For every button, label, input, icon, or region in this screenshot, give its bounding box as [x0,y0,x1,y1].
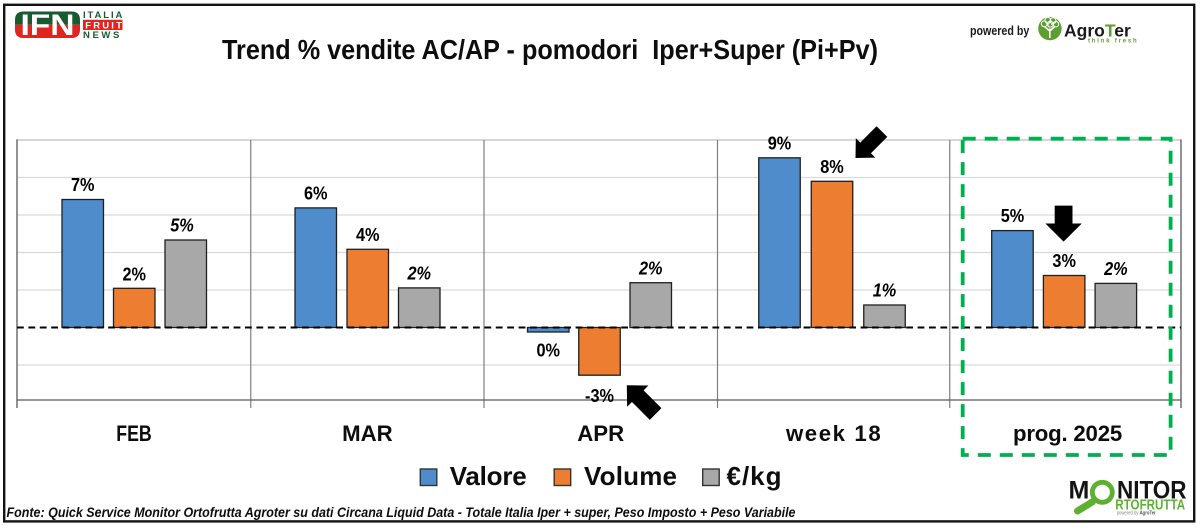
svg-text:powered by AgroTer: powered by AgroTer [1117,510,1156,516]
svg-text:9%: 9% [768,133,792,154]
svg-text:M: M [1069,477,1090,505]
svg-text:5%: 5% [170,215,194,236]
svg-text:€/kg: €/kg [727,461,782,491]
svg-text:2%: 2% [407,263,431,284]
svg-text:NEWS: NEWS [83,30,122,41]
svg-text:ITALIA: ITALIA [83,10,124,21]
svg-text:powered by: powered by [970,24,1030,38]
svg-text:APR: APR [577,421,624,446]
svg-text:RTOFRUTTA: RTOFRUTTA [1115,496,1185,513]
svg-text:Valore: Valore [450,461,527,491]
svg-text:IFN: IFN [20,8,74,42]
svg-text:2%: 2% [1103,258,1127,279]
svg-text:6%: 6% [304,183,328,204]
svg-text:3%: 3% [1052,250,1076,271]
svg-text:week 18: week 18 [785,421,882,446]
svg-text:Trend % vendite AC/AP - pomodo: Trend % vendite AC/AP - pomodori Iper+Su… [222,34,878,65]
svg-text:2%: 2% [122,264,146,285]
svg-text:AgroTer: AgroTer [1064,21,1131,41]
svg-text:FRUIT: FRUIT [85,20,124,31]
svg-text:0%: 0% [536,340,560,361]
svg-text:7%: 7% [71,174,95,195]
svg-text:5%: 5% [1001,205,1025,226]
svg-text:prog. 2025: prog. 2025 [1013,421,1122,446]
svg-text:8%: 8% [820,156,844,177]
svg-text:4%: 4% [356,224,380,245]
svg-text:2%: 2% [638,258,662,279]
svg-text:FEB: FEB [116,422,152,446]
svg-text:NITOR: NITOR [1117,477,1187,505]
svg-text:Volume: Volume [584,461,677,491]
svg-text:1%: 1% [873,280,897,301]
svg-text:-3%: -3% [585,385,614,406]
svg-text:Fonte: Quick Service Monitor O: Fonte: Quick Service Monitor Ortofrutta … [7,505,796,520]
svg-text:think fresh: think fresh [1088,39,1138,45]
svg-text:MAR: MAR [342,421,393,446]
